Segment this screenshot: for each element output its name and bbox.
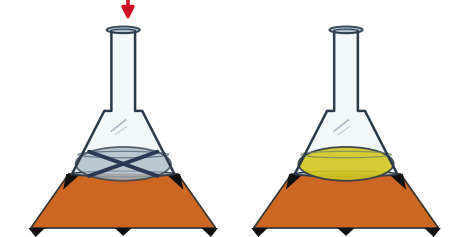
Polygon shape [251,228,268,237]
Polygon shape [286,174,303,190]
Polygon shape [424,228,441,237]
Polygon shape [28,228,45,237]
Polygon shape [201,228,218,237]
Ellipse shape [76,147,171,181]
Polygon shape [389,174,406,190]
Ellipse shape [107,27,140,33]
Polygon shape [166,174,183,190]
Polygon shape [295,30,397,174]
Polygon shape [63,174,81,190]
Polygon shape [72,30,174,174]
Polygon shape [31,174,216,228]
Polygon shape [254,174,438,228]
Ellipse shape [299,147,393,181]
Polygon shape [115,228,132,236]
Polygon shape [337,228,355,236]
Ellipse shape [329,27,363,33]
